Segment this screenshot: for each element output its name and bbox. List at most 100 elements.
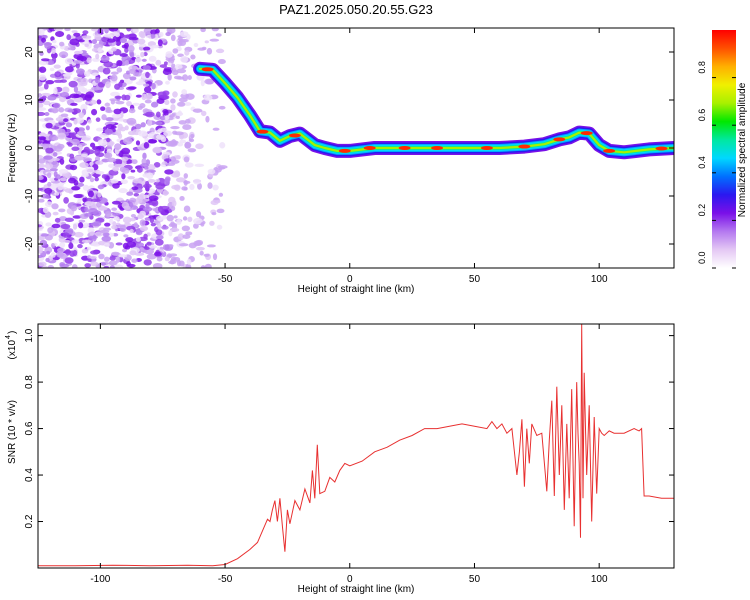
noise-speckle bbox=[182, 124, 192, 131]
noise-speckle bbox=[146, 232, 151, 237]
noise-speckle bbox=[215, 33, 222, 37]
noise-speckle bbox=[183, 187, 188, 191]
noise-speckle bbox=[52, 152, 58, 157]
noise-speckle bbox=[203, 253, 210, 257]
noise-speckle bbox=[115, 256, 121, 263]
noise-speckle bbox=[94, 177, 99, 182]
noise-speckle bbox=[155, 59, 162, 66]
noise-speckle bbox=[39, 233, 49, 237]
noise-speckle bbox=[111, 113, 122, 119]
noise-speckle bbox=[44, 246, 53, 254]
noise-speckle bbox=[90, 261, 99, 267]
noise-speckle bbox=[128, 108, 136, 114]
noise-speckle bbox=[114, 163, 124, 168]
noise-speckle bbox=[44, 201, 53, 208]
noise-speckle bbox=[71, 186, 80, 191]
noise-speckle bbox=[184, 49, 190, 56]
ridge-peak bbox=[655, 146, 668, 151]
top-y-tick-label: 20 bbox=[24, 46, 35, 58]
top-plot-area bbox=[37, 27, 675, 269]
noise-speckle bbox=[139, 225, 149, 232]
noise-speckle bbox=[153, 162, 161, 168]
noise-speckle bbox=[163, 158, 172, 163]
noise-speckle bbox=[126, 117, 137, 125]
noise-speckle bbox=[106, 38, 116, 43]
noise-speckle bbox=[197, 47, 206, 51]
noise-speckle bbox=[38, 249, 43, 254]
noise-speckle bbox=[155, 215, 164, 221]
noise-speckle bbox=[44, 211, 52, 218]
noise-speckle bbox=[209, 220, 215, 226]
noise-speckle bbox=[124, 47, 129, 54]
top-y-tick-label: -20 bbox=[24, 236, 35, 251]
noise-speckle bbox=[169, 114, 175, 118]
noise-speckle bbox=[157, 91, 167, 97]
noise-speckle bbox=[47, 227, 54, 234]
noise-speckle bbox=[45, 80, 55, 85]
noise-speckle bbox=[55, 116, 66, 122]
noise-speckle bbox=[105, 81, 111, 89]
noise-speckle bbox=[145, 202, 150, 210]
noise-speckle bbox=[68, 188, 74, 194]
noise-speckle bbox=[103, 33, 113, 38]
noise-speckle bbox=[184, 162, 194, 168]
noise-speckle bbox=[146, 241, 152, 246]
noise-speckle bbox=[41, 58, 50, 62]
noise-speckle bbox=[181, 225, 191, 232]
noise-speckle bbox=[115, 129, 122, 136]
noise-speckle bbox=[132, 72, 143, 77]
colorbar-tick-label: 0.4 bbox=[697, 156, 707, 169]
bottom-y-tick-label: 0.2 bbox=[24, 514, 35, 528]
snr-series-line bbox=[38, 324, 674, 567]
noise-speckle bbox=[103, 242, 110, 248]
scale-label-exponent: 4 bbox=[5, 335, 12, 339]
noise-speckle bbox=[200, 110, 207, 117]
top-y-axis-label: Frequency (Hz) bbox=[7, 114, 18, 183]
noise-speckle bbox=[51, 223, 61, 229]
noise-speckle bbox=[150, 222, 156, 227]
noise-speckle bbox=[168, 58, 175, 64]
noise-speckle bbox=[219, 141, 226, 149]
noise-speckle bbox=[143, 93, 153, 100]
noise-speckle bbox=[126, 100, 132, 107]
noise-speckle bbox=[148, 55, 157, 62]
noise-speckle bbox=[164, 169, 174, 175]
noise-speckle bbox=[111, 225, 118, 230]
bottom-x-tick-label: -100 bbox=[90, 574, 110, 585]
bottom-y-axis-label: SNR (10 * v/v) bbox=[7, 400, 18, 464]
noise-speckle bbox=[148, 244, 158, 249]
noise-speckle bbox=[209, 38, 220, 42]
noise-speckle bbox=[175, 155, 181, 160]
noise-speckle bbox=[178, 243, 189, 247]
noise-speckle bbox=[121, 55, 131, 62]
noise-speckle bbox=[81, 153, 88, 158]
noise-speckle bbox=[52, 211, 59, 216]
noise-speckle bbox=[38, 74, 47, 81]
noise-speckle bbox=[193, 217, 203, 225]
ridge-peak bbox=[363, 146, 376, 150]
noise-speckle bbox=[82, 184, 90, 191]
noise-speckle bbox=[38, 111, 46, 117]
noise-speckle bbox=[45, 122, 53, 129]
noise-speckle bbox=[38, 93, 43, 98]
noise-speckle bbox=[134, 123, 142, 130]
noise-speckle bbox=[38, 28, 45, 36]
noise-speckle bbox=[58, 107, 65, 113]
noise-speckle bbox=[68, 177, 77, 184]
noise-speckle bbox=[217, 59, 226, 65]
noise-speckle bbox=[47, 264, 55, 268]
noise-speckle bbox=[193, 42, 199, 48]
noise-speckle bbox=[162, 190, 169, 196]
noise-speckle bbox=[123, 234, 129, 238]
noise-speckle bbox=[109, 75, 116, 80]
noise-speckle bbox=[94, 149, 101, 156]
noise-speckle bbox=[44, 42, 52, 49]
noise-speckle bbox=[211, 28, 219, 32]
noise-speckle bbox=[42, 207, 49, 214]
noise-speckle bbox=[149, 216, 155, 224]
noise-speckle bbox=[179, 31, 189, 38]
noise-speckle bbox=[121, 173, 126, 180]
noise-speckle bbox=[178, 120, 187, 125]
noise-speckle bbox=[71, 108, 82, 114]
noise-speckle bbox=[124, 60, 130, 66]
